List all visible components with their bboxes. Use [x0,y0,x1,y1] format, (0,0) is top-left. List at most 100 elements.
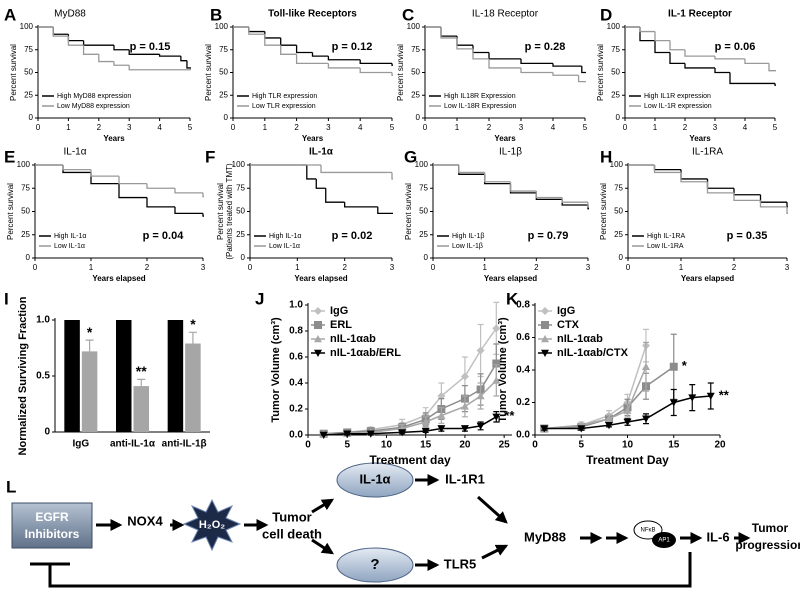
legend-label: nIL-1αab [557,333,603,345]
panel-letter: J [255,289,264,308]
node-label: ? [370,556,379,573]
survival-step [359,67,392,74]
survival-step [509,181,537,192]
chart-title: IL-1α [63,147,86,158]
survival-step [654,40,670,54]
marker [605,422,613,430]
survival-step [377,206,392,215]
y-tick-label: 25 [614,230,623,239]
survival-step [118,176,147,185]
x-axis-label: Years [689,134,711,143]
y-tick-label: 100 [407,22,421,31]
x-tick-label: 4 [551,123,556,132]
survival-step [391,72,393,76]
survival-step [327,56,361,61]
x-tick-label: 1 [66,123,71,132]
panel-letter: K [506,289,519,308]
y-tick-label: 50 [419,207,428,216]
y-tick-label: 100 [17,160,31,169]
series-line [323,379,497,435]
survival-step [311,52,329,57]
star [182,498,242,552]
y-tick-label: 100 [607,22,621,31]
chart-title: IL-1β [499,147,522,158]
marker [314,335,322,343]
marker [398,429,407,437]
y-tick-label: 0.8 [516,300,530,311]
marker [706,392,715,400]
survival-step [98,54,114,63]
legend-label: High IL-1α [54,233,86,240]
panel-letter: G [404,147,417,166]
bar [64,320,80,432]
legend-label: Low IL-1R expression [644,103,712,110]
y-tick-label: 0 [241,253,246,262]
marker [669,399,678,407]
survival-step [306,165,317,180]
marker [541,335,549,343]
survival-step [680,172,708,183]
series-line [544,366,675,430]
x-axis-label: Years elapsed [681,274,734,283]
chart-title: IL-18 Receptor [472,9,539,20]
arrow [477,495,508,524]
marker [492,376,501,384]
node-label: IL-6 [706,529,729,544]
survival-step [128,65,190,71]
y-tick-label: 50 [24,68,33,77]
legend-label: IgG [557,305,575,317]
survival-step [733,188,761,196]
marker [421,418,430,426]
marker [605,414,613,422]
series-line [544,395,711,430]
y-axis-label: Percent survival [596,44,605,101]
y-tick-label: 0 [424,253,429,262]
y-tick-label: 50 [236,207,245,216]
bar [167,320,184,432]
y-tick-label: 0.0 [289,430,303,441]
inhibition-line [48,552,692,588]
y-tick-label: 0 [224,113,229,122]
marker [642,415,650,423]
survival-step [264,31,281,39]
legend-label: Low TLR expression [252,103,316,110]
survival-step [325,188,345,203]
survival-step [488,52,521,60]
chart-title: IL-1 Receptor [668,9,732,20]
node-label: TLR5 [444,556,477,571]
marker [366,430,375,438]
node-label: progression [735,538,800,552]
survival-step [67,34,84,42]
significance: ** [719,387,730,402]
x-tick-label: 1 [455,123,460,132]
survival-step [52,27,69,37]
x-tick-label: 0 [623,123,628,132]
survival-step [202,192,204,198]
survival-step [320,165,388,174]
survival-step [82,40,114,46]
y-tick-label: 0.2 [516,397,530,408]
legend-label: Low IL-18R Expression [444,103,516,110]
x-tick-label: 10 [381,440,393,451]
marker [437,411,446,419]
marker [541,321,549,329]
x-tick-label: 3 [326,123,331,132]
bar [185,343,201,432]
x-tick-label: 1 [653,123,658,132]
survival-step [90,172,119,185]
x-tick-label: 20 [459,440,471,451]
marker [540,425,549,433]
survival-step [158,54,181,57]
y-tick-label: 0 [29,113,34,122]
marker [476,392,485,400]
x-axis-label: Years elapsed [484,274,537,283]
y-tick-label: 75 [236,183,245,192]
marker [492,324,501,333]
survival-step [248,27,265,35]
survival-step [118,183,147,199]
survival-step [488,58,521,69]
y-tick-label: 75 [21,183,30,192]
marker [476,346,485,355]
arrow [311,498,335,514]
y-tick-label: 1.0 [289,300,303,311]
